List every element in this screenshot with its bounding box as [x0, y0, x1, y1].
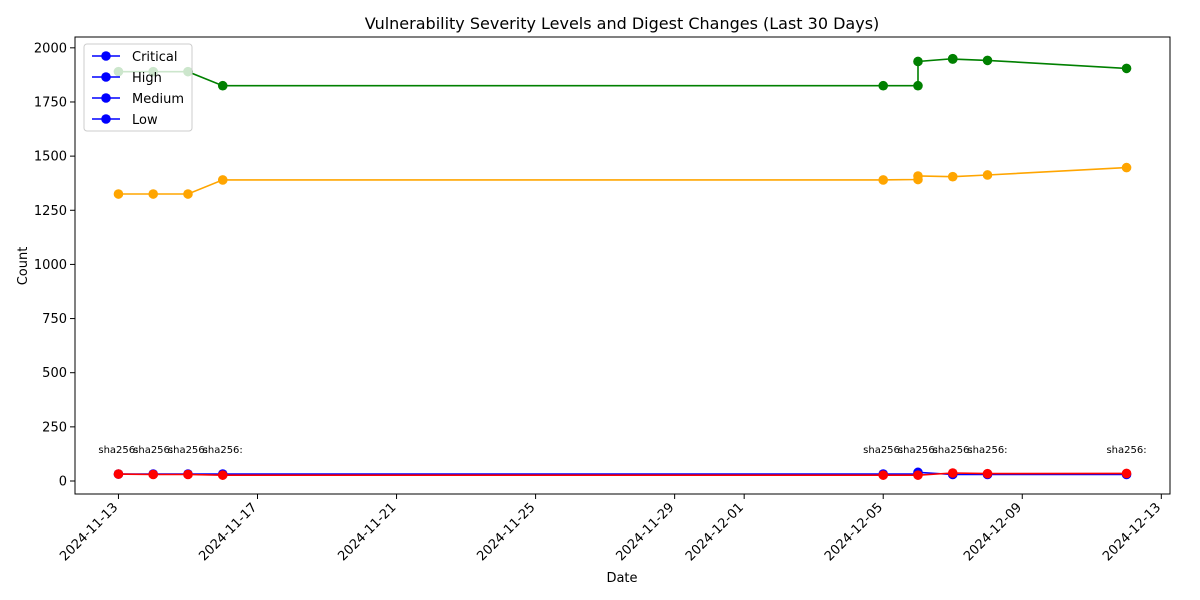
- digest-annotation: sha256:: [98, 445, 138, 456]
- y-tick-label: 1500: [34, 150, 67, 165]
- series-point-3-6: [947, 468, 958, 478]
- series-point-1-2: [183, 189, 193, 199]
- digest-annotation: sha256:: [1106, 445, 1146, 456]
- chart-title: Vulnerability Severity Levels and Digest…: [365, 14, 880, 33]
- y-axis-label: Count: [16, 247, 31, 286]
- series-point-0-9: [982, 55, 993, 66]
- plot-frame: [74, 36, 1171, 495]
- series-point-3-8: [1121, 468, 1132, 479]
- legend-box: [83, 43, 193, 132]
- series-point-3-4: [878, 470, 889, 480]
- series-point-1-1: [148, 189, 159, 199]
- series-point-1-7: [947, 171, 958, 182]
- series-point-3-7: [982, 468, 993, 479]
- legend-marker: [101, 51, 111, 61]
- series-point-3-5: [913, 470, 923, 480]
- series-point-1-6: [913, 171, 923, 181]
- y-tick-label: 500: [42, 366, 67, 381]
- series-point-0-8: [947, 54, 958, 64]
- y-tick-label: 2000: [34, 41, 67, 56]
- series-point-3-1: [148, 469, 159, 480]
- series-point-1-0: [113, 189, 124, 199]
- x-axis-label: Date: [606, 571, 637, 586]
- series-point-1-9: [1121, 162, 1132, 173]
- digest-annotation: sha256:: [898, 445, 938, 456]
- legend-marker: [101, 93, 111, 103]
- digest-annotation: sha256:: [203, 445, 243, 456]
- y-tick-label: 0: [59, 475, 67, 490]
- legend-label: High: [132, 71, 162, 86]
- series-point-0-3: [217, 80, 228, 91]
- series-point-0-6: [913, 56, 923, 67]
- y-tick-label: 1250: [34, 204, 67, 219]
- legend-marker: [101, 72, 111, 82]
- digest-annotation: sha256:: [863, 445, 903, 456]
- legend: Critical High Medium Low: [83, 43, 193, 132]
- y-tick-label: 1000: [34, 258, 67, 273]
- digest-annotation: sha256:: [933, 445, 973, 456]
- digest-annotation: sha256:: [168, 445, 208, 456]
- legend-label: Critical: [132, 50, 177, 65]
- series-point-1-3: [217, 175, 228, 185]
- y-tick-label: 1750: [34, 95, 67, 110]
- annotation-layer: sha256:sha256:sha256:sha256: sha256:sha25…: [98, 445, 1146, 456]
- legend-label: Low: [132, 113, 158, 128]
- series-line-1: [118, 166, 1127, 195]
- series-point-1-8: [982, 170, 993, 180]
- series-point-3-2: [183, 469, 193, 480]
- y-tick-label: 750: [42, 312, 67, 327]
- series-point-0-4: [878, 80, 889, 91]
- digest-annotation: sha256:: [967, 445, 1007, 456]
- series-point-3-0: [113, 469, 124, 479]
- series-point-1-4: [878, 175, 889, 185]
- y-tick-label: 250: [42, 420, 67, 435]
- series-point-0-10: [1121, 63, 1132, 74]
- digest-annotation: sha256:: [133, 445, 173, 456]
- series-point-3-3: [217, 470, 228, 480]
- legend-marker: [101, 114, 111, 124]
- legend-label: Medium: [132, 92, 184, 107]
- series-point-0-5: [913, 80, 923, 91]
